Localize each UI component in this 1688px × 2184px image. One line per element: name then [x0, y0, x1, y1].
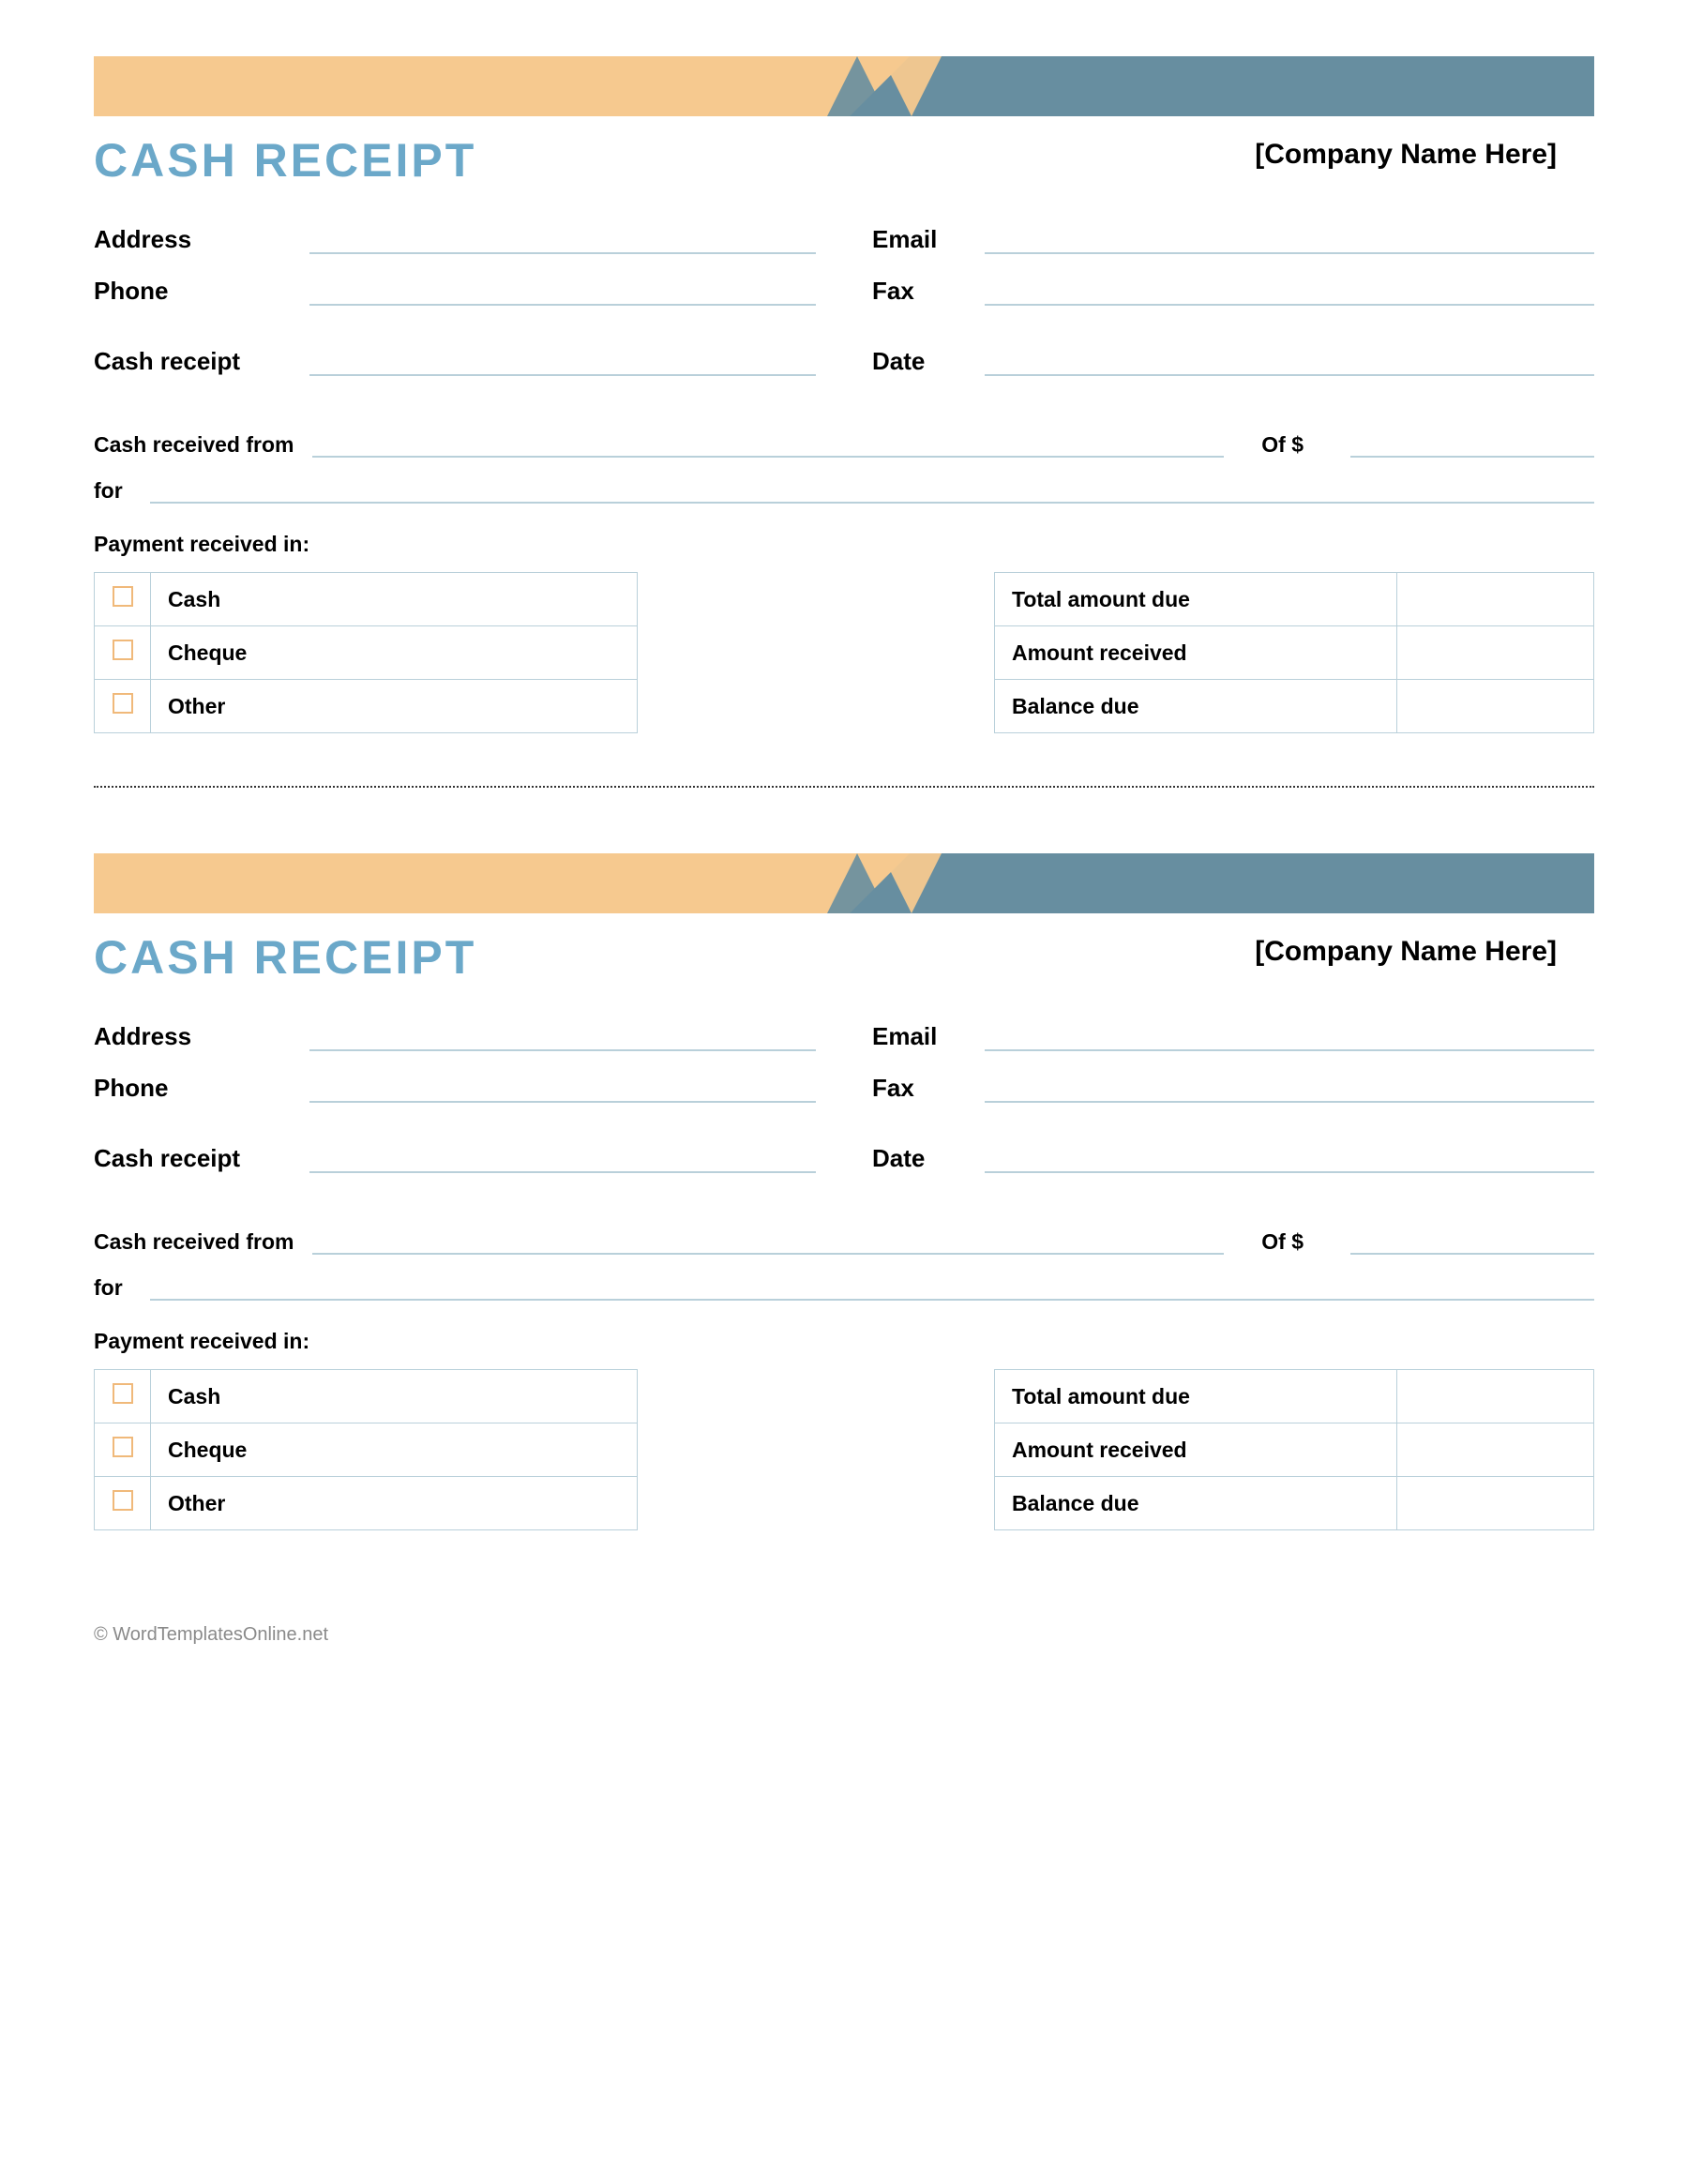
input-amount-received[interactable] — [1397, 1423, 1594, 1477]
table-row: Balance due — [995, 680, 1594, 733]
label-phone: Phone — [94, 1074, 309, 1103]
payment-heading: Payment received in: — [94, 1329, 1594, 1354]
amount-label: Amount received — [995, 1423, 1397, 1477]
table-row: Balance due — [995, 1477, 1594, 1530]
label-address: Address — [94, 225, 309, 254]
table-row: Total amount due — [995, 1370, 1594, 1423]
checkbox-other[interactable] — [113, 693, 133, 714]
checkbox-cash[interactable] — [113, 1383, 133, 1404]
amount-label: Total amount due — [995, 573, 1397, 626]
input-received-from[interactable] — [312, 1230, 1224, 1255]
label-for: for — [94, 1275, 150, 1301]
amount-label: Amount received — [995, 626, 1397, 680]
company-name[interactable]: [Company Name Here] — [1255, 139, 1594, 171]
table-row: Cash — [95, 573, 638, 626]
input-for[interactable] — [150, 1276, 1594, 1301]
input-balance-due[interactable] — [1397, 1477, 1594, 1530]
label-for: for — [94, 478, 150, 504]
checkbox-cheque[interactable] — [113, 640, 133, 660]
header-chevron-blue — [827, 853, 887, 913]
input-fax[interactable] — [985, 281, 1594, 306]
label-of-dollar: Of $ — [1261, 432, 1322, 458]
payment-option: Cheque — [151, 626, 638, 680]
checkbox-other[interactable] — [113, 1490, 133, 1511]
checkbox-cash[interactable] — [113, 586, 133, 607]
input-phone[interactable] — [309, 281, 816, 306]
input-received-from[interactable] — [312, 433, 1224, 458]
amount-label: Balance due — [995, 680, 1397, 733]
input-email[interactable] — [985, 1027, 1594, 1051]
label-fax: Fax — [872, 277, 985, 306]
header-bar-steel — [910, 56, 1594, 116]
checkbox-cheque[interactable] — [113, 1437, 133, 1457]
label-cash-receipt-no: Cash receipt — [94, 347, 309, 376]
input-fax[interactable] — [985, 1078, 1594, 1103]
label-email: Email — [872, 225, 985, 254]
table-row: Cheque — [95, 1423, 638, 1477]
receipt-2: CASH RECEIPT [Company Name Here] Address… — [94, 853, 1594, 1530]
input-total-due[interactable] — [1397, 1370, 1594, 1423]
label-of-dollar: Of $ — [1261, 1229, 1322, 1255]
input-date[interactable] — [985, 352, 1594, 376]
label-received-from: Cash received from — [94, 1229, 312, 1255]
table-row: Total amount due — [995, 573, 1594, 626]
payment-option: Other — [151, 1477, 638, 1530]
label-date: Date — [872, 347, 985, 376]
payment-method-table: Cash Cheque Other — [94, 572, 638, 733]
label-received-from: Cash received from — [94, 432, 312, 458]
table-row: Other — [95, 680, 638, 733]
input-balance-due[interactable] — [1397, 680, 1594, 733]
header-bar-peach — [94, 56, 853, 116]
header-chevron-peach — [882, 853, 942, 913]
table-row: Cheque — [95, 626, 638, 680]
payment-option: Other — [151, 680, 638, 733]
header-bar — [94, 853, 1594, 913]
header-chevron-peach — [882, 56, 942, 116]
header-bar-steel — [910, 853, 1594, 913]
table-row: Cash — [95, 1370, 638, 1423]
receipt-1: CASH RECEIPT [Company Name Here] Address… — [94, 56, 1594, 733]
amount-table: Total amount due Amount received Balance… — [994, 572, 1594, 733]
header-chevron-blue — [827, 56, 887, 116]
input-date[interactable] — [985, 1149, 1594, 1173]
amount-label: Balance due — [995, 1477, 1397, 1530]
payment-option: Cash — [151, 573, 638, 626]
input-of-dollar[interactable] — [1350, 1230, 1594, 1255]
input-address[interactable] — [309, 230, 816, 254]
input-cash-receipt-no[interactable] — [309, 1149, 816, 1173]
input-address[interactable] — [309, 1027, 816, 1051]
receipt-title: CASH RECEIPT — [94, 930, 476, 985]
receipt-title: CASH RECEIPT — [94, 133, 476, 188]
table-row: Amount received — [995, 626, 1594, 680]
amount-label: Total amount due — [995, 1370, 1397, 1423]
label-phone: Phone — [94, 277, 309, 306]
table-row: Other — [95, 1477, 638, 1530]
label-fax: Fax — [872, 1074, 985, 1103]
payment-heading: Payment received in: — [94, 532, 1594, 557]
payment-option: Cheque — [151, 1423, 638, 1477]
header-bar — [94, 56, 1594, 116]
label-date: Date — [872, 1144, 985, 1173]
input-total-due[interactable] — [1397, 573, 1594, 626]
label-cash-receipt-no: Cash receipt — [94, 1144, 309, 1173]
tear-divider — [94, 786, 1594, 788]
input-for[interactable] — [150, 479, 1594, 504]
payment-option: Cash — [151, 1370, 638, 1423]
header-bar-peach — [94, 853, 853, 913]
amount-table: Total amount due Amount received Balance… — [994, 1369, 1594, 1530]
input-phone[interactable] — [309, 1078, 816, 1103]
label-address: Address — [94, 1022, 309, 1051]
input-cash-receipt-no[interactable] — [309, 352, 816, 376]
input-of-dollar[interactable] — [1350, 433, 1594, 458]
footer-credit: © WordTemplatesOnline.net — [94, 1624, 1594, 1646]
input-amount-received[interactable] — [1397, 626, 1594, 680]
input-email[interactable] — [985, 230, 1594, 254]
company-name[interactable]: [Company Name Here] — [1255, 936, 1594, 968]
table-row: Amount received — [995, 1423, 1594, 1477]
label-email: Email — [872, 1022, 985, 1051]
payment-method-table: Cash Cheque Other — [94, 1369, 638, 1530]
